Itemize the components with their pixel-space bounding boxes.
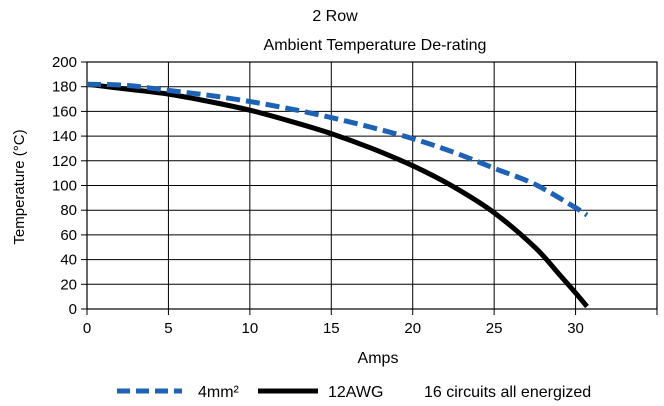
series-line-4mm2 xyxy=(86,81,589,218)
legend-note: 16 circuits all energized xyxy=(424,384,591,401)
legend: 4mm² 12AWG 16 circuits all energized xyxy=(117,384,591,401)
x-tick-label: 20 xyxy=(404,320,421,337)
y-tick-label: 160 xyxy=(52,103,77,120)
series-lines xyxy=(86,81,589,309)
y-axis-label: Temperature (°C) xyxy=(11,129,28,244)
x-tick-label: 10 xyxy=(242,320,259,337)
legend-label-12awg: 12AWG xyxy=(328,384,383,401)
y-tick-label: 120 xyxy=(52,153,77,170)
y-tick-label: 100 xyxy=(52,178,77,195)
chart-title: 2 Row xyxy=(312,8,358,25)
y-tick-label: 140 xyxy=(52,128,77,145)
axis-ticks: 0 20 40 60 80 100 120 140 160 180 200 0 5 10 15 20 25 30 xyxy=(52,54,658,337)
legend-label-4mm2: 4mm² xyxy=(198,384,240,401)
x-tick-label: 5 xyxy=(164,320,172,337)
series-line-12awg xyxy=(86,81,589,309)
y-tick-label: 60 xyxy=(60,227,77,244)
grid-lines xyxy=(86,61,658,310)
y-tick-label: 20 xyxy=(60,276,77,293)
x-tick-label: 0 xyxy=(83,320,91,337)
y-tick-label: 200 xyxy=(52,54,77,71)
x-axis-label: Amps xyxy=(358,350,399,367)
y-tick-label: 0 xyxy=(69,301,77,318)
chart-subtitle: Ambient Temperature De-rating xyxy=(264,37,487,54)
y-tick-label: 80 xyxy=(60,202,77,219)
x-tick-label: 30 xyxy=(567,320,584,337)
y-tick-label: 180 xyxy=(52,79,77,96)
x-tick-label: 25 xyxy=(486,320,503,337)
y-tick-label: 40 xyxy=(60,252,77,269)
x-tick-label: 15 xyxy=(323,320,340,337)
